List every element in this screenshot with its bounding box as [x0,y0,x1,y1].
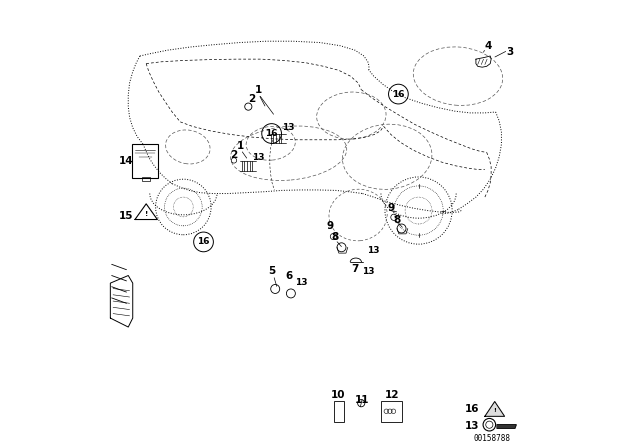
Text: 13: 13 [367,246,380,255]
Text: 13: 13 [465,421,479,431]
Text: 3: 3 [507,47,514,56]
Text: !: ! [493,408,496,413]
Text: 11: 11 [355,395,370,405]
Text: 1: 1 [237,141,244,151]
Text: 1: 1 [255,85,262,95]
Text: 16: 16 [197,237,210,246]
Text: 5: 5 [268,266,276,276]
Text: 16: 16 [392,90,404,99]
Text: 13: 13 [295,278,307,287]
Text: 10: 10 [331,390,345,400]
Text: 15: 15 [119,211,134,221]
Text: !: ! [145,211,148,217]
Text: 14: 14 [119,156,134,166]
Text: 13: 13 [282,123,295,132]
Text: 4: 4 [484,41,492,51]
Text: 12: 12 [385,390,399,400]
Text: 13: 13 [362,267,374,276]
Text: 2: 2 [230,150,237,159]
Polygon shape [485,401,504,416]
Text: 8: 8 [394,215,401,224]
Polygon shape [497,425,516,428]
Text: 6: 6 [285,271,292,280]
Text: 8: 8 [332,232,339,241]
Text: 13: 13 [252,153,264,162]
Text: 16: 16 [465,404,479,414]
Text: 9: 9 [387,203,394,213]
Text: 00158788: 00158788 [474,434,511,443]
Text: 16: 16 [266,129,278,138]
Text: 7: 7 [351,264,358,274]
Text: 9: 9 [326,221,333,231]
Text: 2: 2 [248,95,255,104]
